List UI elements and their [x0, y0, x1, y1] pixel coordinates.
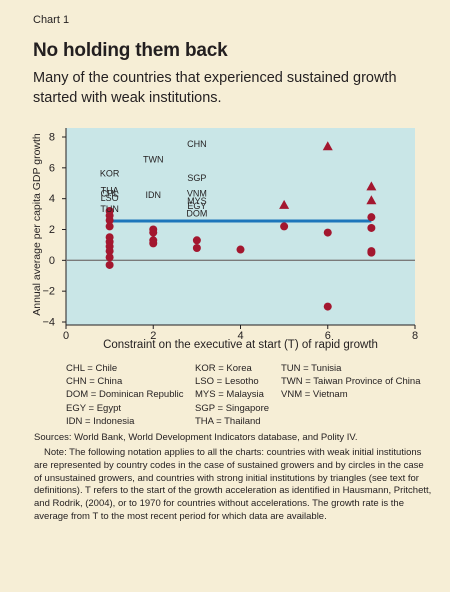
- strong-institution-triangle: [279, 199, 290, 209]
- scatter-chart: −4 −2 0 2 4 6 8 0 2 4 6 8 Constraint on the executiv…: [31, 128, 418, 351]
- unsustained-grower-circle: [323, 228, 332, 237]
- legend-entry: KOR = Korea: [195, 363, 252, 374]
- legend-entry: EGY = Egypt: [66, 402, 122, 414]
- unsustained-grower-circle: [192, 244, 201, 252]
- legend-column-2: KOR = Korea LSO = Lesotho MYS = Malaysia…: [195, 362, 269, 428]
- unsustained-grower-circle: [105, 247, 114, 256]
- country-code-chn: CHN: [187, 139, 207, 149]
- x-tick-label: 6: [325, 330, 331, 342]
- unsustained-grower-circle: [149, 228, 158, 237]
- strong-institution-triangle: [366, 195, 377, 205]
- country-code-twn: TWN: [143, 155, 164, 165]
- country-code-egy: EGY: [187, 201, 206, 211]
- country-code-idn: IDN: [146, 190, 162, 200]
- country-code-kor: KOR: [100, 168, 120, 178]
- legend-entry: CHN = China: [66, 376, 123, 388]
- legend-entry: DOM = Dominican Republic: [66, 389, 184, 401]
- legend-entry: SGP = Singapore: [195, 402, 270, 414]
- sources-note: Sources: World Bank, World Development I…: [34, 432, 358, 443]
- unsustained-grower-circle: [323, 302, 332, 311]
- unsustained-grower-circle: [105, 253, 114, 262]
- chart-subtitle: Many of the countries that experienced s…: [33, 70, 397, 106]
- x-tick-label: 0: [63, 330, 69, 342]
- plot-area: [66, 128, 415, 325]
- y-tick-label: −2: [42, 286, 55, 298]
- legend-entry: VNM = Vietnam: [281, 389, 348, 401]
- chart-number: Chart 1: [33, 14, 70, 26]
- x-tick-label: 8: [412, 330, 418, 342]
- legend-entry: IDN = Indonesia: [66, 415, 135, 427]
- y-tick-label: 2: [49, 224, 55, 236]
- country-code-lso: LSO: [101, 193, 119, 203]
- country-code-tun: TUN: [100, 204, 119, 214]
- unsustained-grower-circle: [105, 222, 114, 231]
- y-tick-label: 8: [49, 132, 55, 144]
- x-tick-label: 4: [237, 330, 243, 342]
- x-axis-label: Constraint on the executive at start (T)…: [103, 339, 378, 351]
- unsustained-grower-circle: [280, 222, 289, 231]
- unsustained-grower-circle: [105, 216, 114, 225]
- y-tick-label: −4: [42, 317, 55, 329]
- y-tick-label: 6: [49, 162, 55, 174]
- strong-institution-triangle: [322, 141, 333, 151]
- legend-column-3: TUN = Tunisia TWN = Taiwan Province of C…: [281, 362, 420, 402]
- chart-title: No holding them back: [33, 40, 228, 61]
- x-tick-label: 2: [150, 330, 156, 342]
- unsustained-grower-circle: [192, 236, 201, 245]
- country-code-sgp: SGP: [187, 173, 206, 183]
- legend-entry: CHL = Chile: [66, 363, 118, 374]
- legend-column-1: CHL = Chile CHN = China DOM = Dominican …: [66, 362, 183, 428]
- country-code-vnm: VNM: [187, 188, 207, 198]
- unsustained-grower-circle: [367, 213, 376, 222]
- unsustained-grower-circle: [105, 260, 114, 269]
- unsustained-grower-circle: [236, 245, 245, 254]
- unsustained-grower-circle: [367, 248, 376, 257]
- legend-entry: THA = Thailand: [195, 415, 261, 427]
- country-code-mys: MYS: [187, 196, 207, 206]
- country-code-chl: CHL: [101, 188, 119, 198]
- y-axis-label: Annual average per capita GDP growth: [31, 133, 43, 316]
- y-tick-label: 4: [49, 193, 55, 205]
- unsustained-grower-circle: [367, 223, 376, 232]
- strong-institution-triangle: [366, 181, 377, 191]
- legend-entry: LSO = Lesotho: [195, 376, 259, 388]
- notation-note: Note: The following notation applies to …: [34, 447, 432, 522]
- legend-entry: TUN = Tunisia: [281, 363, 342, 374]
- unsustained-grower-circle: [149, 239, 158, 248]
- legend-entry: TWN = Taiwan Province of China: [281, 376, 421, 388]
- y-tick-label: 0: [49, 255, 55, 267]
- country-code-tha: THA: [101, 185, 119, 195]
- legend-entry: MYS = Malaysia: [195, 389, 264, 401]
- country-code-dom: DOM: [186, 208, 207, 218]
